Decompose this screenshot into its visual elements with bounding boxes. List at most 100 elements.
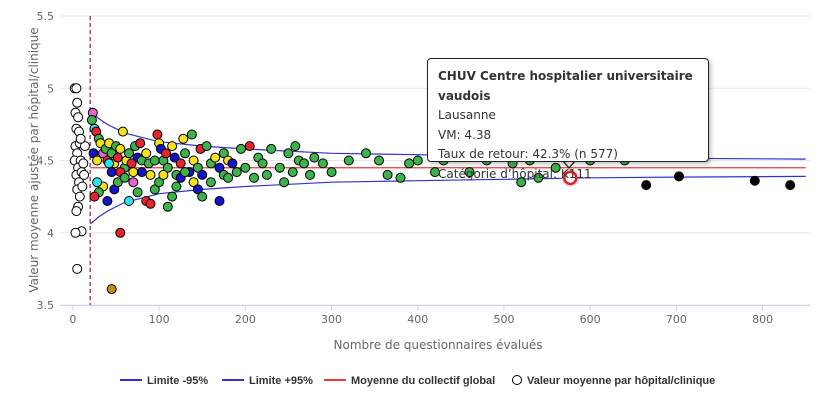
data-point[interactable]: [244, 141, 255, 152]
data-point[interactable]: [533, 172, 544, 183]
data-point[interactable]: [171, 181, 182, 192]
data-point[interactable]: [382, 169, 393, 180]
data-point[interactable]: [223, 172, 234, 183]
legend[interactable]: Limite -95% Limite +95% Moyenne du collect…: [120, 375, 715, 387]
data-point[interactable]: [227, 158, 238, 169]
data-point[interactable]: [178, 133, 189, 144]
data-point[interactable]: [305, 169, 315, 180]
data-point[interactable]: [290, 141, 301, 152]
data-point[interactable]: [279, 177, 290, 188]
data-point[interactable]: [161, 148, 171, 159]
data-point[interactable]: [92, 177, 103, 188]
data-point[interactable]: [343, 155, 354, 166]
data-point[interactable]: [75, 133, 86, 144]
legend-item-2[interactable]: Limite +95%: [222, 375, 313, 387]
data-point[interactable]: [152, 129, 163, 140]
data-point[interactable]: [236, 143, 246, 154]
highlighted-point[interactable]: [563, 170, 578, 186]
data-point[interactable]: [180, 167, 190, 178]
data-point[interactable]: [115, 227, 126, 238]
data-point[interactable]: [249, 172, 259, 183]
data-point[interactable]: [154, 177, 165, 188]
data-point[interactable]: [149, 155, 160, 166]
legend-item-4[interactable]: Valeur moyenne par hôpital/clinique: [512, 375, 716, 387]
data-point[interactable]: [218, 148, 229, 159]
data-point[interactable]: [80, 141, 90, 152]
data-point[interactable]: [192, 162, 203, 173]
data-point[interactable]: [309, 152, 320, 163]
data-point[interactable]: [188, 177, 199, 188]
data-point[interactable]: [119, 172, 130, 183]
data-point[interactable]: [104, 158, 115, 169]
data-point[interactable]: [162, 162, 173, 173]
data-point[interactable]: [287, 167, 298, 178]
data-point[interactable]: [102, 196, 113, 206]
data-point[interactable]: [115, 143, 126, 154]
data-point[interactable]: [231, 167, 242, 178]
data-point[interactable]: [205, 177, 216, 188]
data-point[interactable]: [78, 158, 89, 169]
data-point[interactable]: [169, 152, 180, 163]
legend-item-1[interactable]: Limite -95%: [120, 375, 208, 387]
data-point[interactable]: [214, 162, 225, 173]
data-point[interactable]: [395, 172, 406, 183]
data-point[interactable]: [158, 169, 169, 180]
data-point[interactable]: [197, 191, 208, 202]
data-point[interactable]: [214, 196, 225, 206]
data-point[interactable]: [145, 169, 156, 180]
data-point[interactable]: [70, 227, 81, 238]
data-point[interactable]: [283, 148, 294, 159]
data-point[interactable]: [77, 181, 88, 192]
data-point[interactable]: [72, 263, 83, 274]
data-point[interactable]: [464, 167, 475, 178]
data-point[interactable]: [149, 184, 160, 195]
data-point[interactable]: [299, 158, 309, 169]
data-point[interactable]: [124, 148, 134, 159]
data-point[interactable]: [167, 191, 178, 202]
data-point[interactable]: [516, 177, 527, 188]
data-point[interactable]: [92, 155, 103, 166]
data-point[interactable]: [132, 187, 143, 198]
data-point[interactable]: [201, 141, 212, 152]
data-point[interactable]: [117, 126, 128, 137]
data-point[interactable]: [124, 196, 134, 206]
data-point[interactable]: [175, 158, 186, 169]
data-point[interactable]: [412, 155, 423, 166]
data-point[interactable]: [180, 148, 190, 159]
data-point[interactable]: [188, 155, 199, 166]
data-point[interactable]: [135, 138, 146, 149]
data-point[interactable]: [112, 152, 123, 163]
data-point[interactable]: [106, 167, 117, 178]
data-point[interactable]: [317, 158, 328, 169]
data-point[interactable]: [550, 162, 561, 173]
data-point[interactable]: [106, 284, 117, 295]
data-point[interactable]: [71, 83, 82, 94]
data-point[interactable]: [326, 167, 337, 178]
data-point[interactable]: [404, 158, 415, 169]
data-point[interactable]: [141, 148, 152, 159]
data-point[interactable]: [89, 191, 100, 202]
data-point[interactable]: [86, 115, 97, 125]
data-point[interactable]: [785, 180, 796, 191]
legend-item-3[interactable]: Moyenne du collectif global: [324, 375, 495, 387]
data-point[interactable]: [374, 155, 384, 166]
data-point[interactable]: [266, 143, 277, 154]
data-point[interactable]: [274, 162, 285, 173]
data-point[interactable]: [73, 112, 84, 123]
data-point[interactable]: [167, 141, 178, 152]
data-point[interactable]: [430, 167, 440, 178]
data-point[interactable]: [261, 169, 272, 180]
data-point[interactable]: [749, 175, 760, 186]
data-point[interactable]: [72, 97, 83, 108]
data-point[interactable]: [240, 162, 251, 173]
data-point[interactable]: [197, 169, 208, 180]
data-point[interactable]: [674, 171, 684, 182]
data-point[interactable]: [162, 201, 173, 212]
data-point[interactable]: [128, 177, 139, 188]
data-point[interactable]: [210, 152, 221, 163]
data-point[interactable]: [74, 191, 85, 202]
data-point[interactable]: [128, 167, 139, 178]
data-points[interactable]: [69, 83, 796, 295]
data-point[interactable]: [71, 206, 82, 217]
data-point[interactable]: [361, 148, 371, 159]
